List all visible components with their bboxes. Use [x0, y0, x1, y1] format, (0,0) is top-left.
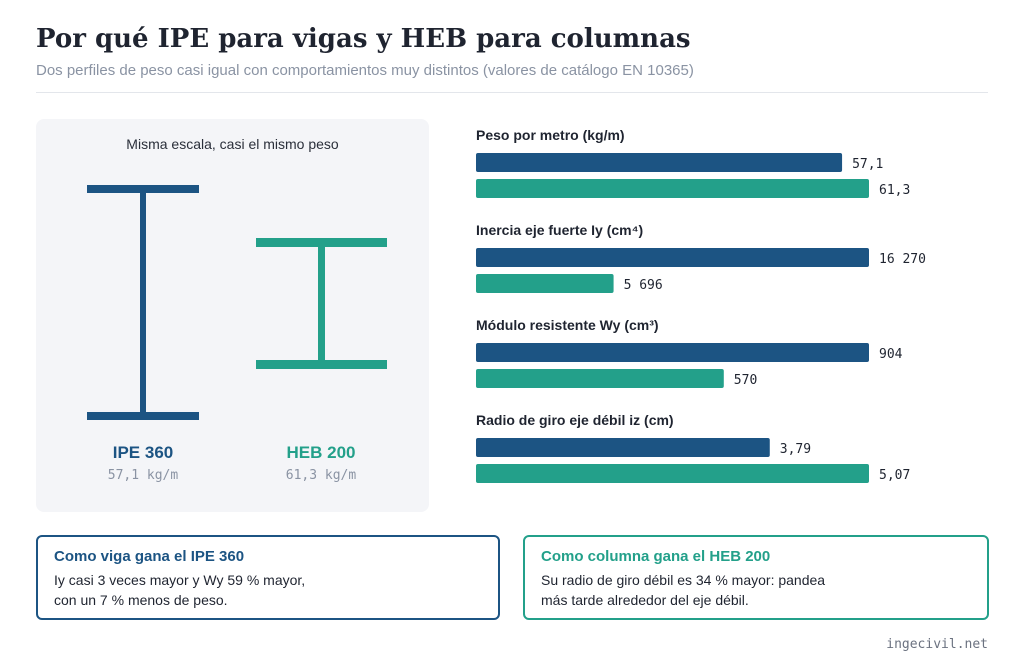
column-card-title: Como columna gana el HEB 200	[541, 548, 771, 565]
bar-value-label: 61,3	[879, 183, 910, 198]
heb-bar	[476, 369, 724, 388]
bar-value-label: 16 270	[879, 252, 926, 267]
bar-value-label: 3,79	[780, 442, 811, 457]
bar-value-label: 57,1	[852, 157, 883, 172]
heb-bar	[476, 464, 869, 483]
beam-card-line-1: Iy casi 3 veces mayor y Wy 59 % mayor,	[54, 572, 306, 588]
heb-200-section	[256, 238, 387, 369]
ipe-360-label: IPE 360	[112, 443, 174, 462]
column-card-line-2: más tarde alrededor del eje débil.	[541, 592, 749, 608]
profiles-drawing	[87, 185, 387, 420]
beam-card-body: Iy casi 3 veces mayor y Wy 59 % mayor, c…	[54, 570, 482, 610]
group-label: Radio de giro eje débil iz (cm)	[476, 412, 674, 428]
ipe-360-weight: 57,1 kg/m	[107, 468, 179, 483]
heb-200-label: HEB 200	[286, 443, 356, 462]
heb-200-web	[318, 247, 325, 360]
beam-card-title: Como viga gana el IPE 360	[54, 548, 245, 565]
bar-value-label: 5,07	[879, 468, 910, 483]
column-card-line-1: Su radio de giro débil es 34 % mayor: pa…	[541, 572, 826, 588]
heb-200-top-flange	[256, 238, 387, 247]
heb-200-weight: 61,3 kg/m	[285, 468, 357, 483]
ipe-bar	[476, 248, 869, 267]
ipe-bar	[476, 343, 869, 362]
beam-card-line-2: con un 7 % menos de peso.	[54, 592, 228, 608]
group-label: Módulo resistente Wy (cm³)	[476, 317, 659, 333]
heb-bar	[476, 179, 869, 198]
group-label: Peso por metro (kg/m)	[476, 127, 625, 143]
source-credit: ingecivil.net	[886, 637, 988, 652]
column-card-body: Su radio de giro débil es 34 % mayor: pa…	[541, 570, 971, 610]
column-conclusion-card: Como columna gana el HEB 200 Su radio de…	[523, 535, 989, 620]
beam-conclusion-card: Como viga gana el IPE 360 Iy casi 3 vece…	[36, 535, 500, 620]
page-title: Por qué IPE para vigas y HEB para column…	[36, 24, 691, 54]
ipe-bar	[476, 153, 843, 172]
comparison-bar-chart: Peso por metro (kg/m) 57,1 61,3 Inercia eje…	[476, 127, 926, 483]
ipe-360-bottom-flange	[87, 412, 199, 420]
bar-value-label: 904	[879, 347, 903, 362]
group-label: Inercia eje fuerte Iy (cm⁴)	[476, 222, 643, 238]
heb-bar	[476, 274, 614, 293]
ipe-bar	[476, 438, 770, 457]
heb-200-bottom-flange	[256, 360, 387, 369]
ipe-360-top-flange	[87, 185, 199, 193]
header-divider	[36, 92, 988, 93]
ipe-360-web	[140, 193, 146, 412]
ipe-360-section	[87, 185, 199, 420]
page-subtitle: Dos perfiles de peso casi igual con comp…	[36, 62, 694, 79]
bar-value-label: 5 696	[624, 278, 663, 293]
panel-caption: Misma escala, casi el mismo peso	[126, 136, 339, 152]
bar-value-label: 570	[734, 373, 757, 388]
profiles-panel: Misma escala, casi el mismo peso IPE 360…	[36, 119, 429, 512]
